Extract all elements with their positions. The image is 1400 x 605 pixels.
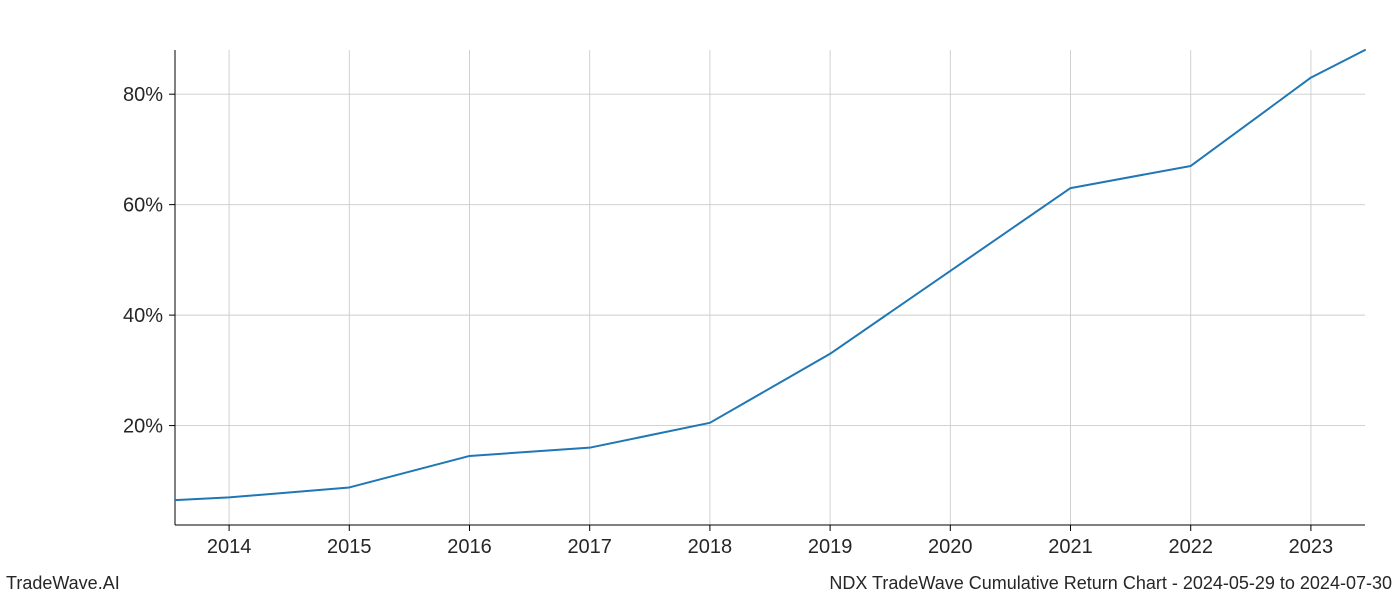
svg-text:40%: 40%: [123, 305, 163, 327]
svg-text:2016: 2016: [447, 536, 492, 558]
svg-text:2020: 2020: [928, 536, 973, 558]
svg-text:2019: 2019: [808, 536, 853, 558]
svg-text:2023: 2023: [1289, 536, 1334, 558]
chart-svg: 2014 2015 2016 2017 2018 2019 2020 2021 2022 2023…: [0, 0, 1400, 600]
svg-text:2015: 2015: [327, 536, 372, 558]
svg-text:2022: 2022: [1168, 536, 1213, 558]
line-chart: 2014 2015 2016 2017 2018 2019 2020 2021 2022 2023…: [0, 0, 1400, 600]
svg-text:2021: 2021: [1048, 536, 1093, 558]
svg-text:60%: 60%: [123, 195, 163, 217]
svg-text:80%: 80%: [123, 84, 163, 106]
svg-text:2017: 2017: [567, 536, 612, 558]
footer-caption: NDX TradeWave Cumulative Return Chart - …: [829, 573, 1392, 594]
svg-text:20%: 20%: [123, 416, 163, 438]
svg-text:2014: 2014: [207, 536, 252, 558]
svg-text:2018: 2018: [688, 536, 733, 558]
footer-brand: TradeWave.AI: [6, 573, 120, 594]
